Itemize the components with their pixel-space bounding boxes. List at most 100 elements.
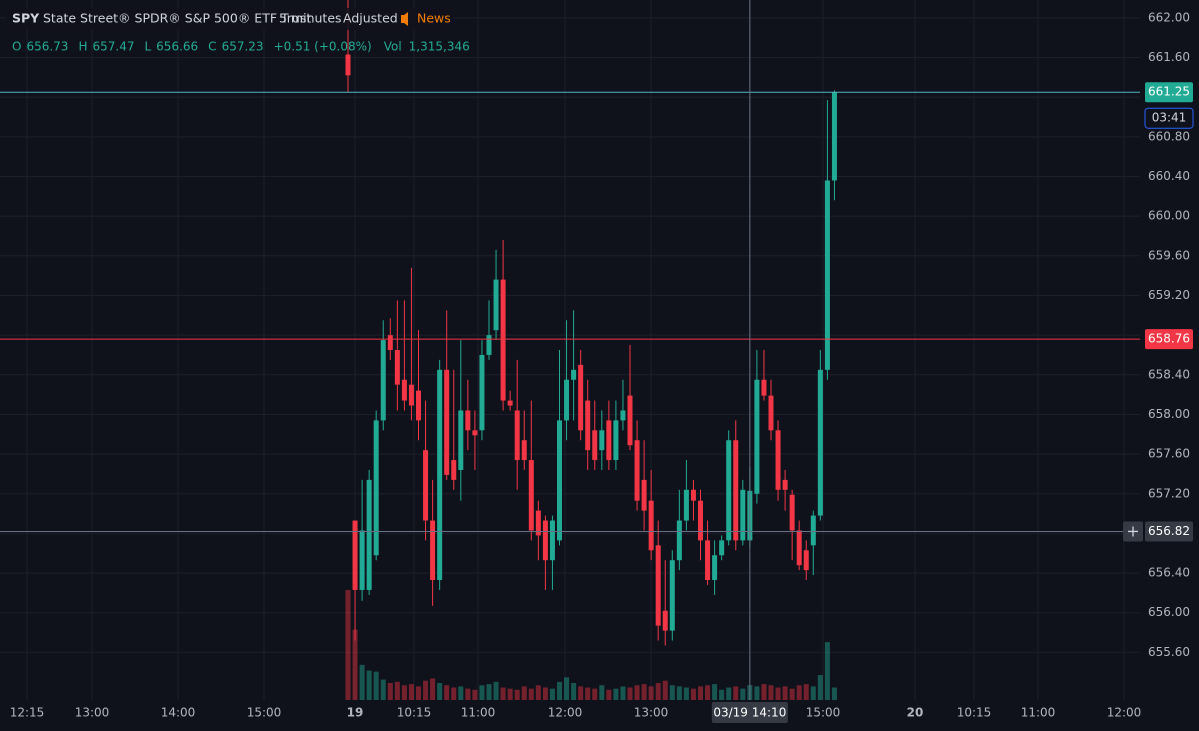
x-tick-label: 15:00 bbox=[247, 706, 282, 720]
candle-body bbox=[768, 395, 774, 431]
volume-bar bbox=[557, 681, 562, 700]
volume-bar bbox=[803, 684, 809, 700]
x-tick-label: 12:15 bbox=[10, 706, 45, 720]
candle-body bbox=[401, 379, 407, 401]
candle-body bbox=[535, 510, 541, 536]
candle-body bbox=[831, 92, 837, 181]
volume-bar bbox=[437, 682, 443, 700]
volume-bar bbox=[352, 629, 358, 700]
y-tick-label: 658.00 bbox=[1148, 407, 1190, 421]
candle-body bbox=[803, 550, 809, 571]
volume-bar bbox=[669, 685, 675, 700]
candle-body bbox=[514, 410, 520, 461]
header-bg bbox=[5, 8, 453, 30]
countdown-box bbox=[1144, 107, 1194, 129]
x-tick-label: 11:00 bbox=[1021, 706, 1056, 720]
y-tick-label: 658.40 bbox=[1148, 367, 1190, 381]
candle-body bbox=[627, 395, 633, 446]
interval[interactable]: 5 minutes bbox=[279, 11, 342, 26]
volume-bar bbox=[775, 687, 781, 700]
volume-bar bbox=[613, 688, 619, 700]
y-tick-label: 660.00 bbox=[1148, 209, 1190, 223]
candle-body bbox=[366, 479, 372, 590]
volume-bar bbox=[451, 687, 457, 700]
ohlc-key: C bbox=[208, 40, 216, 54]
candle-body bbox=[810, 515, 816, 546]
candle-body bbox=[521, 440, 527, 461]
candle-body bbox=[373, 420, 379, 556]
y-tick-label: 660.80 bbox=[1148, 129, 1190, 143]
y-tick-label: 655.60 bbox=[1148, 645, 1190, 659]
volume-bar bbox=[768, 685, 774, 700]
volume-bar bbox=[500, 687, 506, 700]
candle-body bbox=[430, 520, 436, 581]
candle-body bbox=[352, 520, 358, 590]
volume-bar bbox=[712, 684, 718, 700]
candle-body bbox=[571, 369, 577, 380]
candle-body bbox=[775, 430, 781, 490]
volume-bar bbox=[486, 684, 492, 700]
candle-body bbox=[437, 369, 443, 581]
candle-body bbox=[387, 335, 393, 350]
volume-bar bbox=[754, 686, 760, 700]
volume-bar bbox=[648, 686, 654, 700]
y-tick-label: 659.20 bbox=[1148, 288, 1190, 302]
adjustment[interactable]: Adjusted bbox=[343, 11, 398, 26]
candle-body bbox=[578, 364, 584, 431]
ohlc-change: +0.51 (+0.08%) bbox=[274, 40, 372, 54]
candle-body bbox=[761, 379, 767, 396]
y-tick-label: 656.00 bbox=[1148, 605, 1190, 619]
volume-bar bbox=[578, 686, 584, 700]
crosshair-price-label: 656.82 bbox=[1148, 524, 1190, 538]
volume-bar bbox=[782, 686, 788, 700]
candle-body bbox=[557, 420, 562, 541]
candle-body bbox=[817, 369, 823, 516]
candle-body bbox=[585, 400, 591, 451]
volume-bar bbox=[627, 687, 633, 700]
candle-body bbox=[662, 610, 668, 631]
x-tick-label: 20 bbox=[907, 706, 924, 720]
x-tick-label: 19 bbox=[347, 706, 364, 720]
news-icon[interactable] bbox=[401, 12, 408, 26]
volume-bar bbox=[733, 686, 739, 700]
countdown-label: 03:41 bbox=[1152, 111, 1187, 125]
ohlc-key: O bbox=[12, 40, 21, 54]
x-tick-label: 13:00 bbox=[634, 706, 669, 720]
volume-bar bbox=[408, 684, 414, 700]
volume-bar bbox=[444, 685, 450, 700]
vol-value: 1,315,346 bbox=[409, 40, 470, 54]
candle-body bbox=[423, 450, 429, 521]
ohlc-value: 656.73 bbox=[26, 40, 68, 54]
volume-bar bbox=[634, 685, 640, 700]
candle-body bbox=[655, 545, 661, 626]
candle-body bbox=[592, 430, 598, 461]
candle-body bbox=[613, 420, 619, 461]
volume-bar bbox=[535, 685, 541, 700]
volume-bar bbox=[528, 688, 534, 700]
last-price-label: 661.25 bbox=[1148, 85, 1190, 99]
volume-bar bbox=[641, 684, 647, 700]
candle-body bbox=[620, 410, 626, 421]
news[interactable]: News bbox=[417, 11, 451, 26]
candle-body bbox=[698, 500, 703, 541]
candle-body bbox=[549, 520, 555, 561]
candle-body bbox=[733, 440, 739, 541]
volume-bar bbox=[401, 685, 407, 700]
candle-body bbox=[507, 400, 513, 406]
candle-body bbox=[606, 420, 612, 461]
y-tick-label: 657.60 bbox=[1148, 447, 1190, 461]
volume-bar bbox=[796, 685, 802, 700]
x-tick-label: 10:15 bbox=[957, 706, 992, 720]
candle-body bbox=[493, 279, 499, 331]
candle-body bbox=[444, 369, 450, 475]
volume-bar bbox=[592, 688, 598, 700]
volume-bar bbox=[655, 682, 661, 700]
candle-body bbox=[359, 530, 365, 590]
volume-bar bbox=[564, 677, 570, 700]
crosshair-price-box bbox=[1145, 521, 1193, 542]
volume-bar bbox=[472, 689, 478, 700]
y-tick-label: 657.20 bbox=[1148, 486, 1190, 500]
add-icon[interactable] bbox=[1128, 526, 1138, 537]
x-tick-label: 12:00 bbox=[1107, 706, 1142, 720]
volume-bar bbox=[676, 686, 682, 700]
